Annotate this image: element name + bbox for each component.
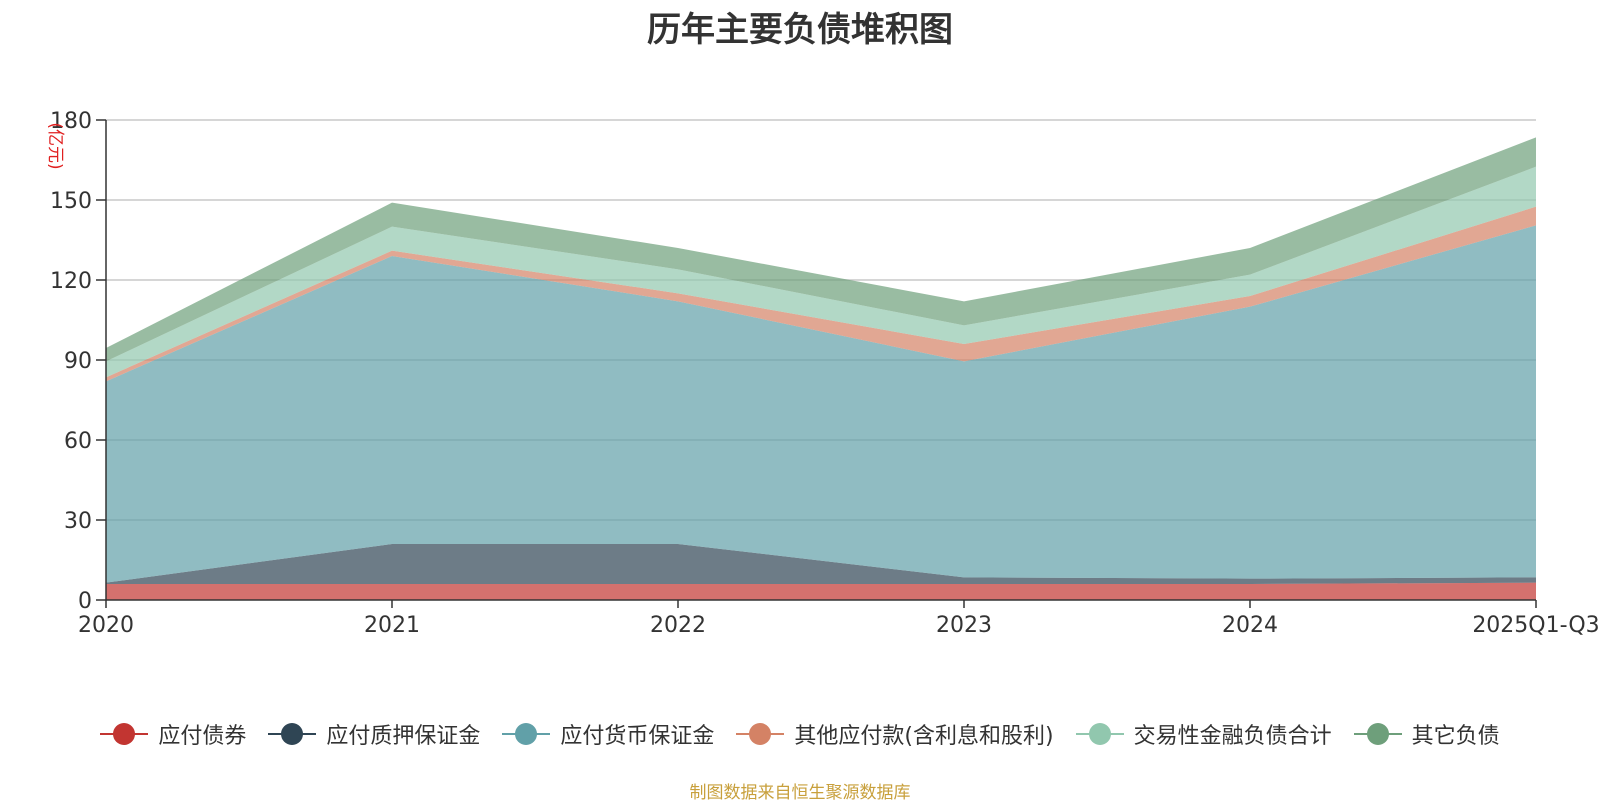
legend-label: 交易性金融负债合计: [1133, 724, 1332, 749]
legend-label: 应付质押保证金: [326, 724, 481, 749]
x-tick-label: 2020: [78, 613, 134, 638]
legend-item[interactable]: 应付债券: [100, 718, 246, 750]
legend-marker-icon: [268, 722, 317, 746]
y-tick-label: 120: [50, 269, 92, 294]
legend-item[interactable]: 应付货币保证金: [502, 718, 714, 750]
y-tick-label: 30: [64, 509, 92, 534]
legend-item[interactable]: 其它负债: [1353, 718, 1500, 750]
x-tick-label: 2024: [1222, 613, 1278, 638]
legend-item[interactable]: 应付质押保证金: [268, 718, 480, 750]
area-series-1: [106, 582, 1536, 600]
legend-marker-icon: [100, 722, 149, 746]
legend-label: 应付债券: [158, 724, 247, 749]
legend-item[interactable]: 其他应付款(含利息和股利): [736, 718, 1054, 750]
y-tick-label: 90: [64, 349, 92, 374]
y-tick-label: 60: [64, 429, 92, 454]
y-tick-label: 150: [50, 189, 92, 214]
y-tick-label: 0: [78, 589, 92, 614]
legend-marker-icon: [1353, 722, 1402, 746]
x-tick-label: 2025Q1-Q3: [1472, 613, 1599, 638]
chart-plot-area: 0 30 60 90 120 150 180 2020 2021 2022 2023 2024 2025…: [45, 109, 1600, 638]
x-tick-label: 2022: [650, 613, 706, 638]
legend-item[interactable]: 交易性金融负债合计: [1075, 718, 1332, 750]
area-series-6: [106, 137, 1536, 362]
legend-marker-icon: [736, 722, 785, 746]
legend-label: 应付货币保证金: [560, 724, 715, 749]
chart-legend: 应付债券 应付质押保证金 应付货币保证金 其他应付款(含利息和股利) 交易性金融负债合计…: [0, 716, 1600, 752]
source-note: 制图数据来自恒生聚源数据库: [689, 783, 911, 803]
y-tick-label: 180: [50, 109, 92, 134]
chart-title: 历年主要负债堆积图: [647, 10, 953, 50]
area-series-3: [106, 225, 1536, 583]
legend-marker-icon: [502, 722, 551, 746]
y-axis-unit-label: (亿元): [45, 122, 65, 169]
area-series-2: [106, 544, 1536, 584]
legend-marker-icon: [1075, 722, 1124, 746]
x-tick-label: 2021: [364, 613, 420, 638]
x-tick-label: 2023: [936, 613, 992, 638]
legend-label: 其它负债: [1411, 724, 1500, 749]
legend-label: 其他应付款(含利息和股利): [794, 724, 1054, 749]
